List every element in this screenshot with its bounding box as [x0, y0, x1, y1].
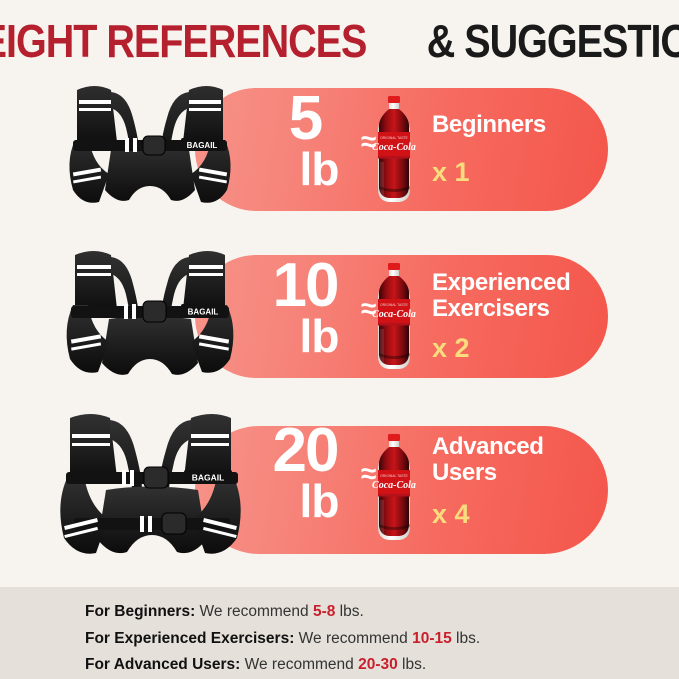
approximately-equal-icon: ≈ [361, 458, 377, 489]
bottle-subtitle: ORIGINAL TASTE [380, 474, 408, 478]
user-level-block: Advanced Users x 4 [432, 422, 608, 540]
coca-cola-bottle-icon: ORIGINAL TASTE Coca-Cola [372, 434, 416, 540]
recommendation-line: For Advanced Users: We recommend 20-30 l… [85, 652, 679, 679]
recommendation-footer: For Beginners: We recommend 5-8 lbs. For… [0, 587, 679, 679]
recommendation-value: 10-15 [412, 629, 452, 647]
user-level-label: Beginners [432, 110, 546, 138]
weight-display: 20 lb ≈ [255, 416, 377, 544]
weighted-vest-icon: BAGAIL [66, 251, 234, 375]
weight-unit: lb [299, 310, 340, 362]
weighted-vest-icon: BAGAIL [69, 86, 231, 203]
page-title-secondary: & SUGGESTIONS [426, 15, 679, 67]
weight-unit: lb [299, 475, 340, 527]
weight-unit: lb [299, 143, 340, 195]
recommendation-label: For Experienced Exercisers: [85, 629, 295, 647]
bottle-count-label: x 4 [432, 499, 470, 530]
page-title-primary: WEIGHT REFERENCES [0, 15, 368, 67]
user-level-line2: Users [432, 458, 497, 486]
recommendation-text-after: lbs. [451, 629, 481, 647]
user-level-line1: Experienced [432, 268, 571, 296]
page-title: WEIGHT REFERENCES & SUGGESTIONS [0, 16, 679, 66]
user-level-line2: Exercisers [432, 294, 550, 322]
recommendation-line: For Beginners: We recommend 5-8 lbs. [85, 599, 679, 626]
recommendation-label: For Beginners: [85, 603, 196, 620]
user-level-block: Experienced Exercisers x 2 [432, 257, 608, 375]
bottle-subtitle: ORIGINAL TASTE [380, 136, 408, 140]
recommendation-text-before: We recommend [240, 656, 359, 674]
vest-brand-label: BAGAIL [192, 473, 225, 483]
bottle-brand: Coca-Cola [372, 480, 416, 491]
weight-number: 5 [288, 84, 323, 153]
user-level-label: Advanced Users [432, 432, 608, 486]
recommendation-text-before: We recommend [294, 629, 413, 647]
bottle-count-label: x 2 [432, 333, 470, 364]
weight-number: 20 [272, 416, 340, 485]
recommendation-value: 20-30 [358, 656, 398, 674]
weighted-vest-icon: BAGAIL [60, 414, 241, 554]
recommendation-text-after: lbs. [335, 603, 364, 620]
approximately-equal-icon: ≈ [361, 126, 377, 157]
user-level-line1: Advanced [432, 432, 544, 460]
coca-cola-bottle-icon: ORIGINAL TASTE Coca-Cola [372, 263, 416, 369]
weight-display: 10 lb ≈ [255, 251, 377, 379]
recommendation-line: For Experienced Exercisers: We recommend… [85, 626, 679, 653]
recommendation-value: 5-8 [312, 603, 336, 620]
user-level-label: Experienced Exercisers [432, 268, 608, 322]
weight-reference-row: BAGAIL 20 lb ≈ ORIGINAL TASTE Coca-Cola [0, 410, 679, 565]
weight-reference-row: BAGAIL 5 lb ≈ ORIGINAL TASTE Coca-Cola B… [0, 78, 679, 218]
approximately-equal-icon: ≈ [361, 293, 377, 324]
weight-number: 10 [272, 251, 340, 320]
recommendation-text-after: lbs. [397, 656, 427, 674]
weight-display: 5 lb ≈ [255, 84, 377, 212]
user-level-block: Beginners x 1 [432, 90, 608, 208]
vest-brand-label: BAGAIL [187, 141, 218, 150]
recommendation-label: For Advanced Users: [85, 656, 241, 674]
bottle-brand: Coca-Cola [372, 142, 416, 153]
bottle-count-label: x 1 [432, 157, 470, 188]
weight-reference-row: BAGAIL 10 lb ≈ ORIGINAL TASTE Coca-Cola [0, 245, 679, 385]
bottle-brand: Coca-Cola [372, 309, 416, 320]
bottle-subtitle: ORIGINAL TASTE [380, 303, 408, 307]
vest-brand-label: BAGAIL [188, 308, 219, 317]
recommendation-text-before: We recommend [195, 603, 313, 620]
coca-cola-bottle-icon: ORIGINAL TASTE Coca-Cola [372, 96, 416, 202]
